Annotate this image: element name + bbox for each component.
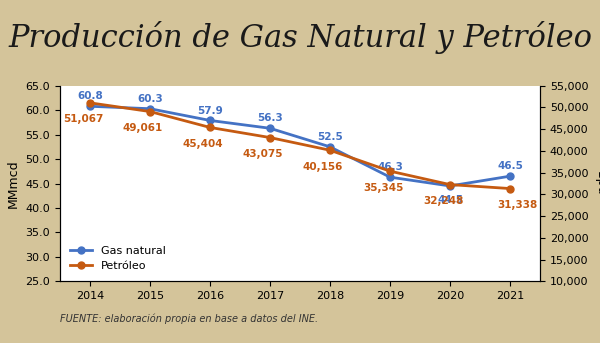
Text: 44.5: 44.5 <box>437 194 463 205</box>
Text: 35,345: 35,345 <box>363 182 403 192</box>
Petróleo <box>86 101 94 105</box>
Gas natural <box>206 118 214 122</box>
Gas natural <box>86 104 94 108</box>
Text: 57.9: 57.9 <box>197 106 223 116</box>
Text: 51,067: 51,067 <box>63 114 103 124</box>
Gas natural <box>266 126 274 130</box>
Gas natural <box>386 175 394 179</box>
Text: FUENTE: elaboración propia en base a datos del INE.: FUENTE: elaboración propia en base a dat… <box>60 314 318 324</box>
Text: 43,075: 43,075 <box>243 149 283 159</box>
Y-axis label: MMmcd: MMmcd <box>7 159 20 208</box>
Petróleo <box>446 182 454 187</box>
Petróleo <box>386 169 394 173</box>
Petróleo <box>266 135 274 140</box>
Y-axis label: Bpd: Bpd <box>594 171 600 196</box>
Text: 52.5: 52.5 <box>317 132 343 142</box>
Text: Producción de Gas Natural y Petróleo: Producción de Gas Natural y Petróleo <box>8 21 592 54</box>
Text: 40,156: 40,156 <box>303 162 343 172</box>
Petróleo <box>506 187 514 191</box>
Text: 56.3: 56.3 <box>257 113 283 123</box>
Text: 46.5: 46.5 <box>497 161 523 171</box>
Petróleo <box>206 126 214 130</box>
Petróleo <box>326 148 334 152</box>
Line: Petróleo: Petróleo <box>86 99 514 192</box>
Gas natural <box>446 184 454 188</box>
Text: 32,248: 32,248 <box>423 196 463 206</box>
Text: 31,338: 31,338 <box>497 200 537 210</box>
Text: 60.3: 60.3 <box>137 94 163 104</box>
Gas natural <box>146 107 154 111</box>
Text: 46.3: 46.3 <box>377 162 403 172</box>
Text: 49,061: 49,061 <box>123 123 163 133</box>
Gas natural <box>506 174 514 178</box>
Text: 45,404: 45,404 <box>183 139 223 149</box>
Gas natural <box>326 145 334 149</box>
Petróleo <box>146 109 154 114</box>
Legend: Gas natural, Petróleo: Gas natural, Petróleo <box>65 241 170 276</box>
Line: Gas natural: Gas natural <box>86 103 514 189</box>
Text: 60.8: 60.8 <box>77 91 103 101</box>
